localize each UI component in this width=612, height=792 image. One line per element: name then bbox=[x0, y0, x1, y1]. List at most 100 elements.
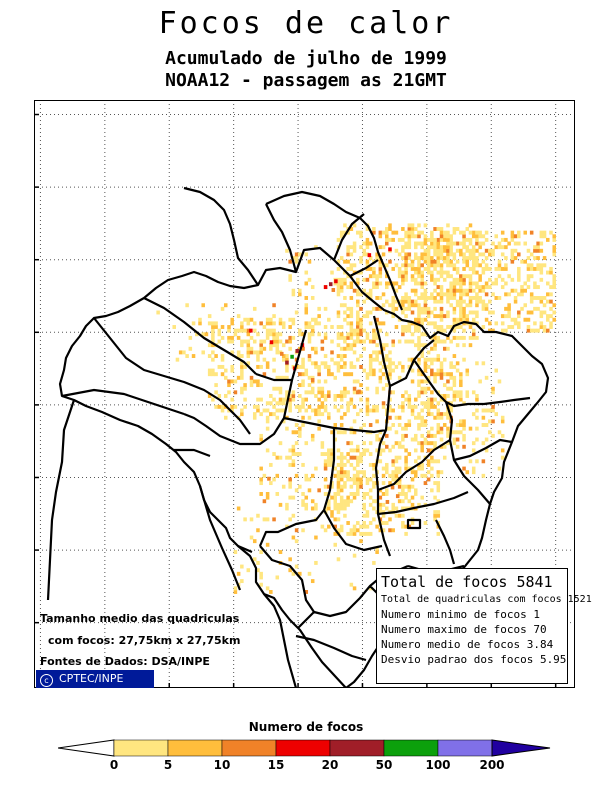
hotspot-cell bbox=[323, 477, 328, 482]
hotspot-cell bbox=[523, 303, 527, 308]
hotspot-cell bbox=[436, 227, 441, 231]
hotspot-cell bbox=[552, 310, 556, 315]
hotspot-cell bbox=[491, 386, 495, 391]
hotspot-cell bbox=[404, 266, 408, 271]
hotspot-cell bbox=[401, 521, 405, 525]
hotspot-cell bbox=[349, 314, 354, 319]
hotspot-cell bbox=[381, 386, 386, 391]
hotspot-cell bbox=[520, 292, 524, 297]
hotspot-cell bbox=[156, 310, 160, 315]
hotspot-cell bbox=[388, 473, 392, 478]
hotspot-cell bbox=[301, 332, 305, 337]
hotspot-cell-strong bbox=[267, 476, 271, 481]
hotspot-cell bbox=[394, 248, 399, 253]
hotspot-cell bbox=[385, 357, 389, 362]
hotspot-cell bbox=[381, 502, 386, 507]
hotspot-cell bbox=[529, 296, 534, 300]
hotspot-cell bbox=[275, 350, 280, 355]
hotspot-cell bbox=[214, 404, 218, 409]
hotspot-cell bbox=[549, 321, 553, 326]
hotspot-cell bbox=[320, 339, 325, 344]
hotspot-cell bbox=[352, 586, 357, 591]
hotspot-cell bbox=[452, 390, 457, 395]
hotspot-cell bbox=[407, 404, 412, 409]
hotspot-cell bbox=[343, 470, 347, 475]
hotspot-cell bbox=[465, 314, 470, 319]
hotspot-cell bbox=[272, 477, 276, 482]
hotspot-cell bbox=[523, 281, 527, 286]
hotspot-cell bbox=[391, 528, 395, 533]
hotspot-cell bbox=[291, 462, 296, 467]
hotspot-cell bbox=[310, 386, 315, 391]
hotspot-cell bbox=[523, 241, 527, 246]
hotspot-cell bbox=[397, 415, 402, 420]
hotspot-cell bbox=[394, 430, 399, 435]
hotspot-cell bbox=[459, 230, 463, 235]
hotspot-cell bbox=[323, 335, 328, 340]
hotspot-cell bbox=[220, 335, 225, 340]
hotspot-cell bbox=[356, 521, 360, 525]
hotspot-cell bbox=[391, 459, 395, 464]
hotspot-cell bbox=[372, 372, 376, 377]
hotspot-cell bbox=[465, 303, 470, 308]
hotspot-cell bbox=[339, 499, 344, 504]
hotspot-cell bbox=[478, 285, 482, 290]
hotspot-cell bbox=[407, 252, 412, 257]
hotspot-cell bbox=[401, 227, 405, 231]
hotspot-cell bbox=[397, 237, 402, 242]
hotspot-cell bbox=[475, 237, 479, 242]
hotspot-cell bbox=[349, 321, 354, 326]
hotspot-cell bbox=[298, 364, 302, 369]
hotspot-cell bbox=[439, 263, 444, 268]
hotspot-cell bbox=[420, 379, 424, 384]
hotspot-cell bbox=[372, 357, 376, 362]
hotspot-cell bbox=[430, 448, 434, 453]
hotspot-cell bbox=[446, 241, 450, 246]
hotspot-cell bbox=[352, 524, 357, 529]
hotspot-cell bbox=[526, 248, 531, 253]
hotspot-cell bbox=[343, 281, 347, 286]
hotspot-cell bbox=[346, 441, 350, 446]
hotspot-cell bbox=[536, 263, 540, 268]
hotspot-cell bbox=[230, 317, 234, 322]
hotspot-cell bbox=[481, 473, 486, 478]
hotspot-cell bbox=[352, 553, 357, 558]
hotspot-cell bbox=[481, 408, 486, 413]
hotspot-cell bbox=[259, 433, 263, 438]
hotspot-cell bbox=[388, 528, 392, 533]
hotspot-cell bbox=[420, 462, 424, 467]
hotspot-cell bbox=[491, 390, 495, 395]
hotspot-cell bbox=[426, 401, 431, 406]
hotspot-cell bbox=[417, 230, 421, 235]
hotspot-cell bbox=[423, 296, 428, 300]
hotspot-cell bbox=[288, 401, 292, 406]
hotspot-cell bbox=[404, 459, 408, 464]
hotspot-cell bbox=[314, 321, 318, 326]
hotspot-cell bbox=[246, 328, 251, 333]
hotspot-cell bbox=[256, 379, 260, 384]
hotspot-cell bbox=[301, 499, 305, 504]
hotspot-cell bbox=[265, 332, 270, 337]
hotspot-cell bbox=[397, 404, 402, 409]
hotspot-cell bbox=[223, 368, 228, 373]
hotspot-cell bbox=[288, 317, 292, 322]
hotspot-cell bbox=[262, 473, 267, 478]
hotspot-cell bbox=[265, 492, 270, 496]
hotspot-cell bbox=[336, 368, 341, 373]
hotspot-cell bbox=[529, 263, 534, 268]
hotspot-cell bbox=[372, 350, 376, 355]
hotspot-cell bbox=[446, 274, 450, 279]
hotspot-cell bbox=[259, 397, 263, 402]
hotspot-cell bbox=[426, 270, 431, 275]
hotspot-cell bbox=[265, 542, 270, 547]
hotspot-cell bbox=[462, 335, 466, 340]
hotspot-cell bbox=[420, 332, 424, 337]
hotspot-cell bbox=[330, 459, 334, 464]
hotspot-cell bbox=[240, 343, 244, 348]
hotspot-cell bbox=[349, 462, 354, 467]
hotspot-cell bbox=[359, 332, 363, 337]
hotspot-cell bbox=[462, 444, 466, 449]
hotspot-cell bbox=[452, 252, 457, 257]
hotspot-cell bbox=[455, 270, 460, 275]
hotspot-cell bbox=[294, 539, 299, 544]
